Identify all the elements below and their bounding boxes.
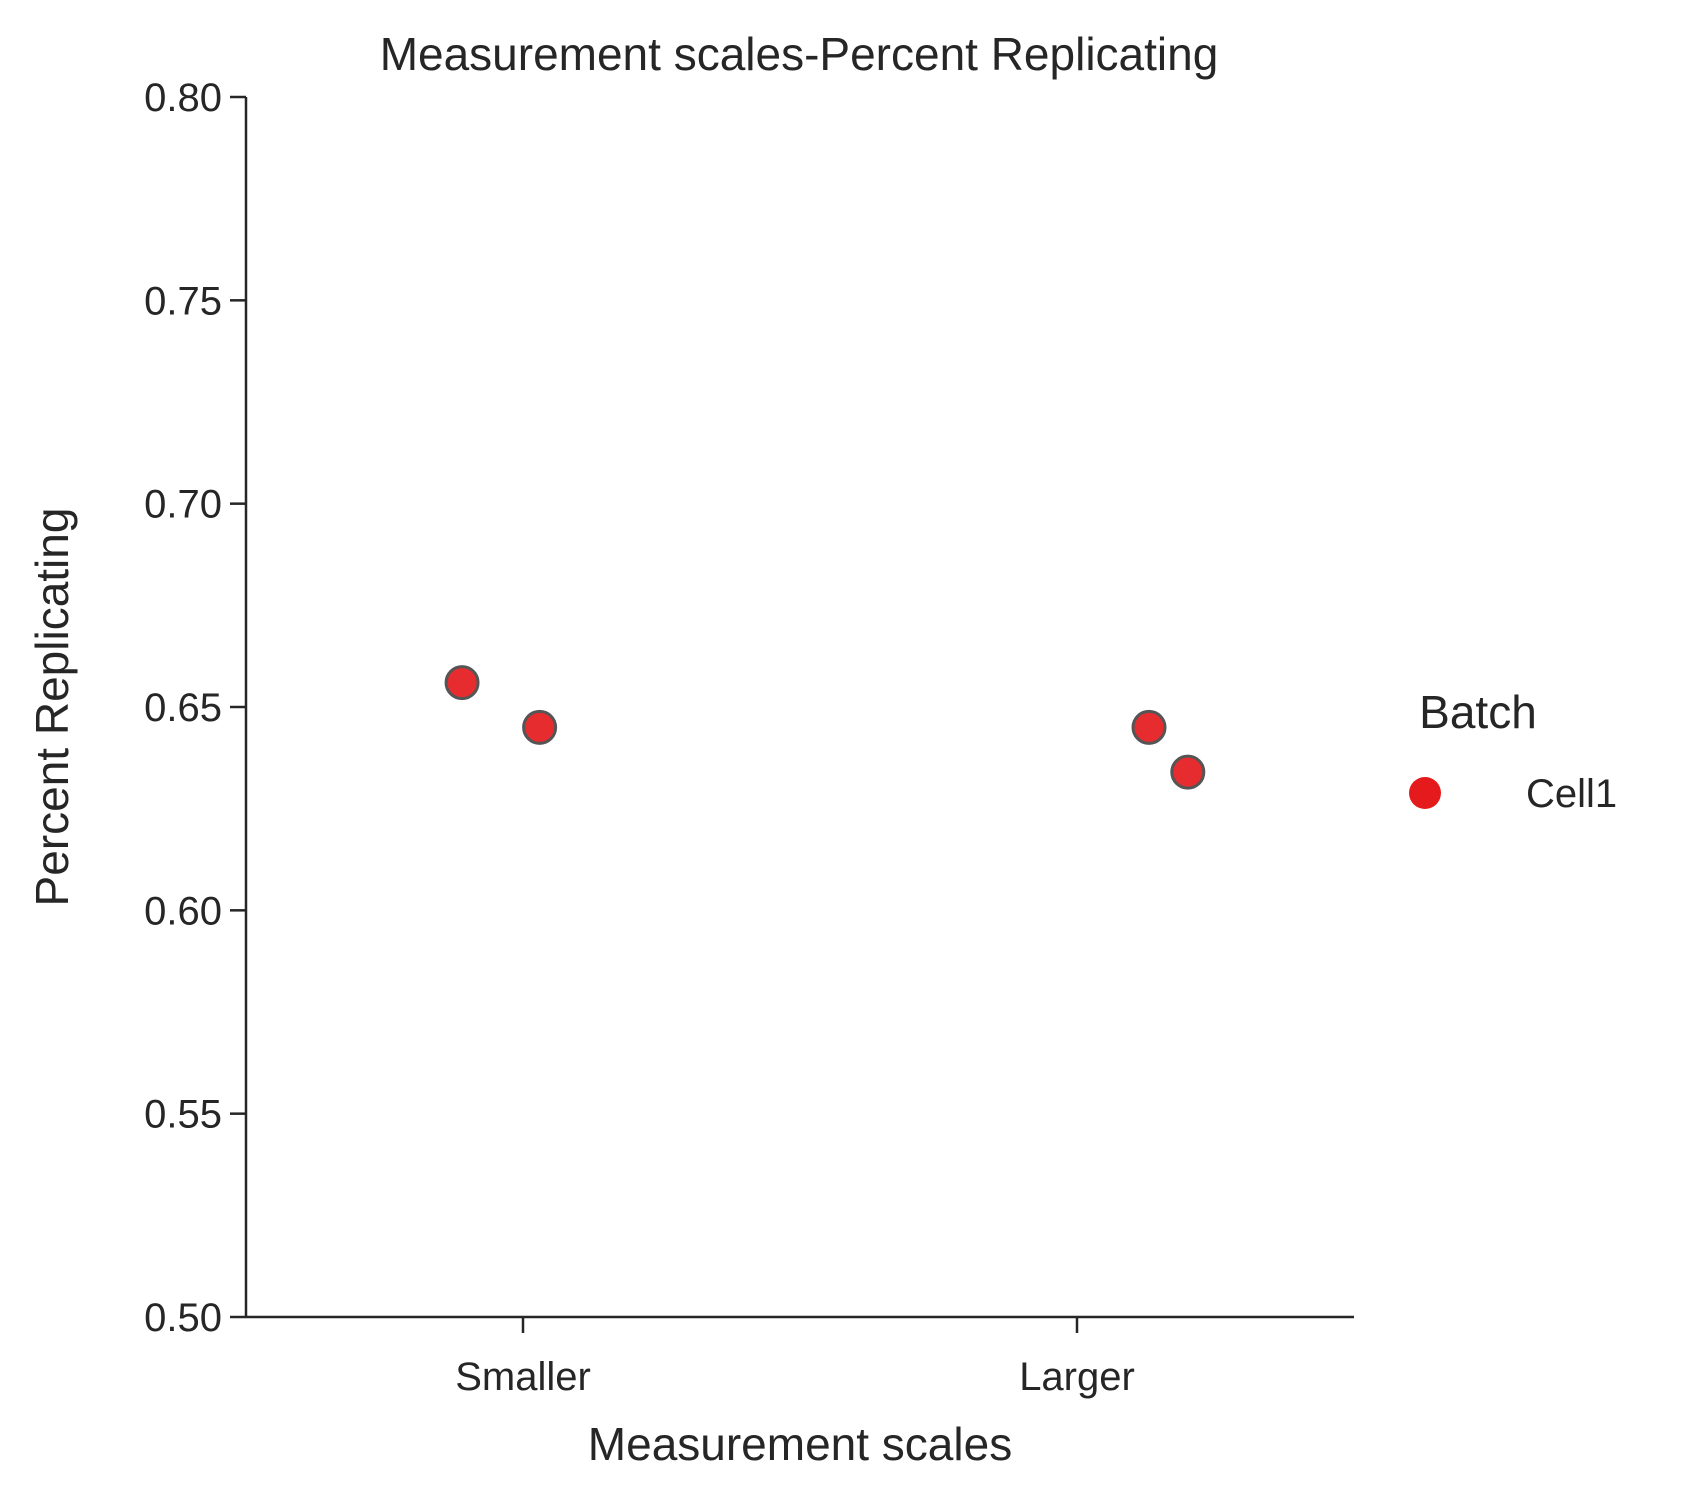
data-point xyxy=(1131,709,1167,745)
data-points xyxy=(444,665,1206,790)
y-tick-label: 0.50 xyxy=(144,1296,222,1340)
x-axis-label: Measurement scales xyxy=(588,1418,1012,1470)
data-point xyxy=(444,665,480,701)
y-tick-label: 0.75 xyxy=(144,279,222,323)
legend-title: Batch xyxy=(1419,686,1537,738)
x-axis-ticks: Smaller Larger xyxy=(455,1317,1135,1399)
y-tick-label: 0.70 xyxy=(144,483,222,527)
y-tick-label: 0.55 xyxy=(144,1093,222,1137)
y-axis-label: Percent Replicating xyxy=(26,508,78,907)
data-point xyxy=(522,709,558,745)
data-point xyxy=(1170,754,1206,790)
chart-title: Measurement scales-Percent Replicating xyxy=(380,28,1219,80)
y-tick-label: 0.65 xyxy=(144,686,222,730)
legend: Batch Cell1 xyxy=(1409,686,1617,816)
y-tick-label: 0.60 xyxy=(144,889,222,933)
y-axis-ticks: 0.50 0.55 0.60 0.65 0.70 0.75 0.80 xyxy=(144,76,246,1340)
legend-marker xyxy=(1409,777,1441,809)
x-tick-label: Smaller xyxy=(455,1355,591,1399)
y-tick-label: 0.80 xyxy=(144,76,222,120)
legend-label: Cell1 xyxy=(1526,772,1617,816)
x-tick-label: Larger xyxy=(1019,1355,1135,1399)
